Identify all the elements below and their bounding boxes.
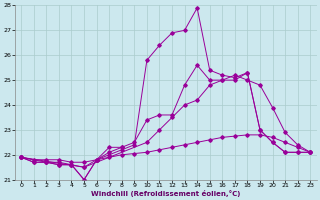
X-axis label: Windchill (Refroidissement éolien,°C): Windchill (Refroidissement éolien,°C) xyxy=(91,190,240,197)
